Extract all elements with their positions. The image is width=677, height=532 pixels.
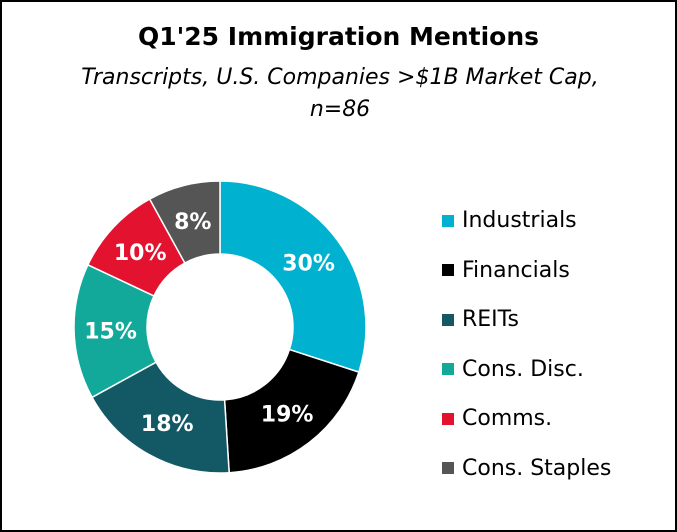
legend-item: Cons. Disc. <box>442 345 611 395</box>
legend-item: REITs <box>442 295 611 345</box>
data-label: 30% <box>282 252 335 277</box>
legend-swatch <box>442 412 454 425</box>
chart-title: Q1'25 Immigration Mentions <box>137 22 540 51</box>
legend-swatch <box>442 214 454 227</box>
legend-item: Industrials <box>442 196 611 246</box>
slice-reits <box>91 361 230 474</box>
legend-swatch <box>442 462 454 475</box>
legend-label: Cons. Disc. <box>462 356 584 382</box>
legend-label: Industrials <box>462 208 577 234</box>
legend-item: Cons. Staples <box>442 444 611 494</box>
legend-item: Comms. <box>442 394 611 444</box>
legend-swatch <box>442 313 454 326</box>
data-label: 19% <box>261 403 314 428</box>
legend-swatch <box>442 363 454 376</box>
legend: Industrials Financials REITs Cons. Disc. Com… <box>442 196 611 493</box>
legend-swatch <box>442 264 454 277</box>
chart-subtitle: Transcripts, U.S. Companies >$1B Market … <box>81 65 599 122</box>
data-label: 18% <box>141 412 194 437</box>
legend-label: REITs <box>462 307 519 333</box>
slice-financials <box>223 348 360 474</box>
legend-label: Comms. <box>462 406 553 432</box>
data-label: 8% <box>174 210 211 235</box>
slice-cons-staples <box>148 180 221 265</box>
legend-label: Financials <box>462 257 570 283</box>
slice-industrials <box>219 180 367 374</box>
legend-label: Cons. Staples <box>462 455 612 481</box>
data-label: 15% <box>84 319 137 344</box>
data-label: 10% <box>114 241 167 266</box>
legend-item: Financials <box>442 246 611 296</box>
